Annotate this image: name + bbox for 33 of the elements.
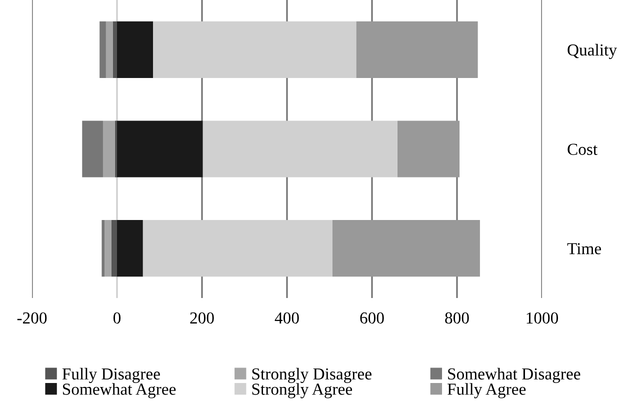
bar [112, 21, 117, 78]
bar [356, 21, 478, 78]
bar [102, 120, 115, 178]
y-tick-label: Time [567, 243, 602, 254]
bar [398, 120, 460, 178]
bar [202, 120, 398, 178]
legend-label: Strongly Disagree [252, 368, 372, 384]
x-tick-label: 800 [445, 312, 469, 324]
bar [106, 21, 113, 78]
bar [117, 220, 143, 277]
bar [104, 220, 112, 277]
bar [82, 120, 103, 178]
legend-label: Strongly Agree [252, 383, 352, 398]
bar [117, 120, 203, 178]
bar [102, 220, 105, 277]
y-tick-label: Cost [568, 144, 598, 155]
legend-label: Somewhat Agree [63, 383, 176, 398]
x-tick-label: -200 [17, 312, 47, 324]
y-tick-label: Quality [568, 44, 617, 60]
bar [117, 21, 154, 78]
bar [111, 220, 117, 277]
bar [142, 220, 332, 277]
x-tick-label: 200 [190, 312, 214, 324]
legend-label: Fully Agree [448, 383, 526, 398]
legend-label: Somewhat Disagree [448, 368, 580, 384]
bar [100, 21, 106, 78]
x-tick-label: 1000 [526, 312, 558, 324]
x-tick-label: 600 [360, 312, 384, 324]
bar [332, 220, 480, 277]
x-tick-label: 0 [113, 312, 121, 324]
x-tick-label: 400 [274, 312, 299, 324]
legend-label: Fully Disagree [62, 368, 160, 384]
bar [153, 21, 356, 78]
